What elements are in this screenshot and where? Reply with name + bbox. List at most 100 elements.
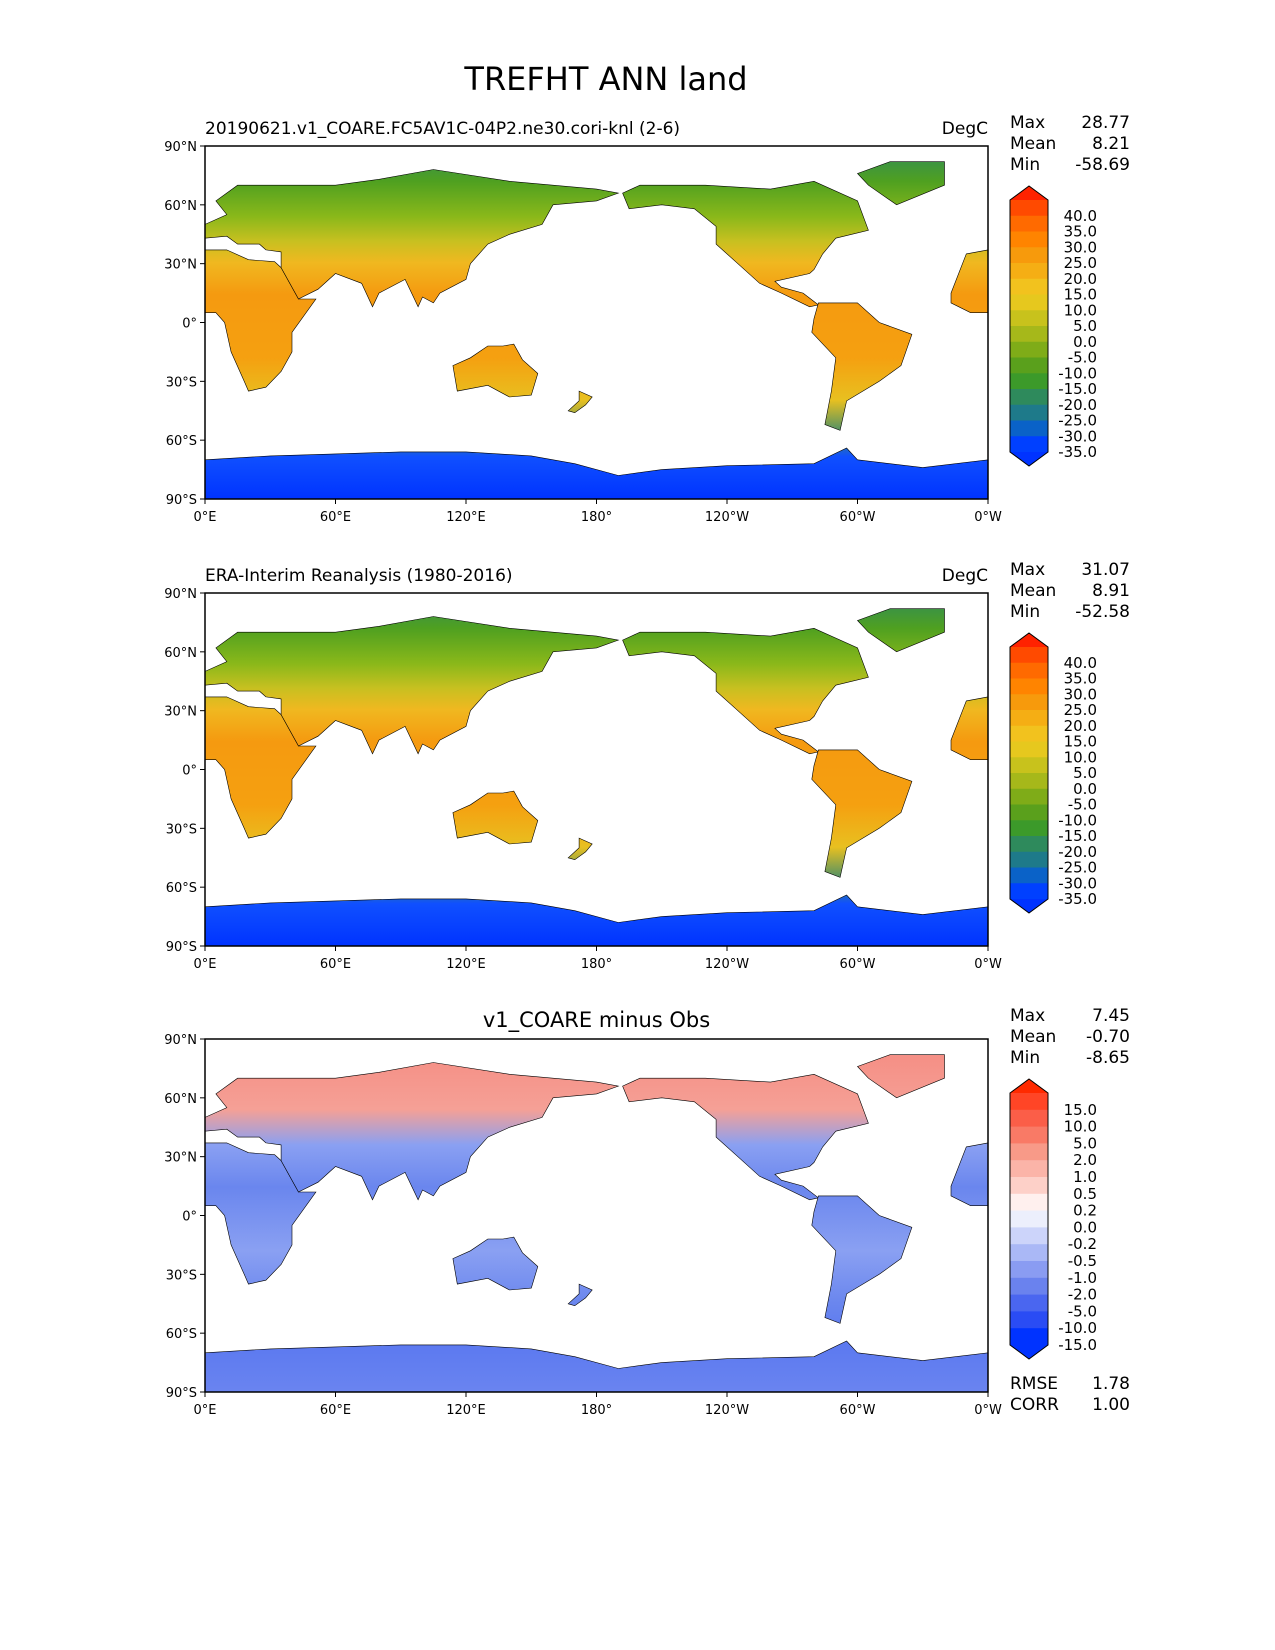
colorbar-segment [1010,757,1048,774]
colorbar-tick-label: -2.0 [1068,1286,1097,1304]
lat-tick-label: 90°S [166,493,197,508]
colorbar-segment [1010,294,1048,311]
landmass-eurasia [204,1062,620,1201]
colorbar-outline [1009,632,1049,914]
colorbar-segment [1010,741,1048,758]
panel-3: v1_COARE minus Obs Max 7.45 Mean -0.70 Min -8.… [164,1006,1130,1418]
panel-2: ERA-Interim Reanalysis (1980-2016) DegC Ma… [164,560,1130,972]
colorbar-tick-label: -35.0 [1058,443,1097,461]
lat-tick-label: 60°N [164,646,197,661]
lat-tick-label: 0° [182,317,197,332]
colorbar-segment [1010,1244,1048,1262]
stat-label-min: Min [1010,1048,1040,1068]
colorbar: 15.010.05.02.01.00.50.20.0-0.2-0.5-1.0-2… [1009,1078,1097,1360]
colorbar-tick-label: 25.0 [1064,701,1097,719]
lat-tick-label: 0° [182,764,197,779]
colorbar-tick-label: -35.0 [1058,890,1097,908]
landmass-africa [204,696,317,839]
colorbar-tick-label: 20.0 [1064,717,1097,735]
landmass-new-zealand [567,390,593,414]
colorbar-segment [1010,647,1048,664]
colorbar-tick-label: 0.5 [1073,1185,1097,1203]
landmass-greenland [856,608,945,653]
colorbar-segment [1010,1328,1048,1346]
colorbar-tick-label: -25.0 [1058,859,1097,877]
lat-tick-label: 90°N [164,140,197,155]
lat-tick-label: 30°N [164,1151,197,1166]
colorbar-outline [1009,1078,1049,1360]
colorbar-tick-label: 10.0 [1064,1118,1097,1136]
colorbar-tick-label: -20.0 [1058,843,1097,861]
stat-value-max: 7.45 [1092,1006,1130,1026]
lon-tick-label: 60°W [840,1403,876,1418]
stat-value-mean: -0.70 [1086,1027,1130,1047]
colorbar-segment [1010,1160,1048,1178]
colorbar-segment [1010,1093,1048,1111]
colorbar-segment [1010,247,1048,264]
stat-label-min: Min [1010,602,1040,622]
colorbar-segment [1010,341,1048,358]
colorbar-tick-label: 30.0 [1064,238,1097,256]
stat-label-max: Max [1010,1006,1045,1026]
colorbar-extend-min [1010,452,1048,466]
landmass-new-zealand [567,837,593,861]
lon-tick-label: 60°E [320,510,351,525]
colorbar-segment [1010,1126,1048,1144]
stat-label-max: Max [1010,113,1045,133]
colorbar-tick-label: -10.0 [1058,811,1097,829]
lon-tick-label: 180° [581,957,612,972]
colorbar-segment [1010,310,1048,327]
colorbar-tick-label: 5.0 [1073,764,1097,782]
colorbar-tick-label: 40.0 [1064,654,1097,672]
colorbar-tick-label: 40.0 [1064,207,1097,225]
landmass-australia [452,790,539,845]
colorbar-segment [1010,1277,1048,1296]
colorbar-segment [1010,1109,1048,1128]
lon-tick-label: 0°E [194,1403,217,1418]
colorbar-tick-label: 35.0 [1064,223,1097,241]
lon-tick-label: 120°E [446,510,486,525]
colorbar-tick-label: 35.0 [1064,670,1097,688]
panel-units: DegC [942,119,988,139]
colorbar-segment [1010,389,1048,406]
colorbar-segment [1010,1261,1048,1279]
lon-tick-label: 0°E [194,957,217,972]
map [204,145,989,500]
landmass-australia [452,1236,539,1291]
landmass-africa [204,249,317,392]
stat-value-min: -8.65 [1086,1048,1130,1068]
colorbar-tick-label: -30.0 [1058,874,1097,892]
landmass-north-america [622,627,869,755]
figure-title: TREFHT ANN land [463,60,747,98]
colorbar-tick-label: -15.0 [1058,380,1097,398]
lat-tick-label: 0° [182,1210,197,1225]
lon-tick-label: 60°E [320,1403,351,1418]
colorbar-segment [1010,1177,1048,1195]
colorbar-extend-min [1010,1345,1048,1359]
lat-tick-label: 60°N [164,199,197,214]
colorbar-segment [1010,725,1048,742]
panel-1: 20190621.v1_COARE.FC5AV1C-04P2.ne30.cori… [164,113,1130,525]
colorbar-tick-label: 10.0 [1064,748,1097,766]
landmass-south-america [811,749,913,878]
colorbar-tick-label: -5.0 [1068,796,1097,814]
lon-tick-label: 120°E [446,1403,486,1418]
colorbar-segment [1010,373,1048,390]
colorbar-segment [1010,436,1048,453]
colorbar-tick-label: -5.0 [1068,349,1097,367]
colorbar-extend-max [1010,1079,1048,1093]
colorbar-segment [1010,278,1048,295]
colorbar-tick-label: -0.5 [1068,1252,1097,1270]
landmass-eurasia [204,616,620,755]
lon-tick-label: 60°W [840,957,876,972]
lat-tick-label: 90°N [164,1033,197,1048]
lat-tick-label: 60°S [166,1327,197,1342]
stat-value-min: -58.69 [1075,155,1130,175]
stat-value-mean: 8.91 [1092,581,1130,601]
colorbar-tick-label: 2.0 [1073,1151,1097,1169]
colorbar-segment [1010,662,1048,679]
colorbar-segment [1010,788,1048,805]
colorbar-segment [1010,231,1048,248]
stat-value-rmse: 1.78 [1092,1374,1130,1394]
colorbar-segment [1010,200,1048,217]
